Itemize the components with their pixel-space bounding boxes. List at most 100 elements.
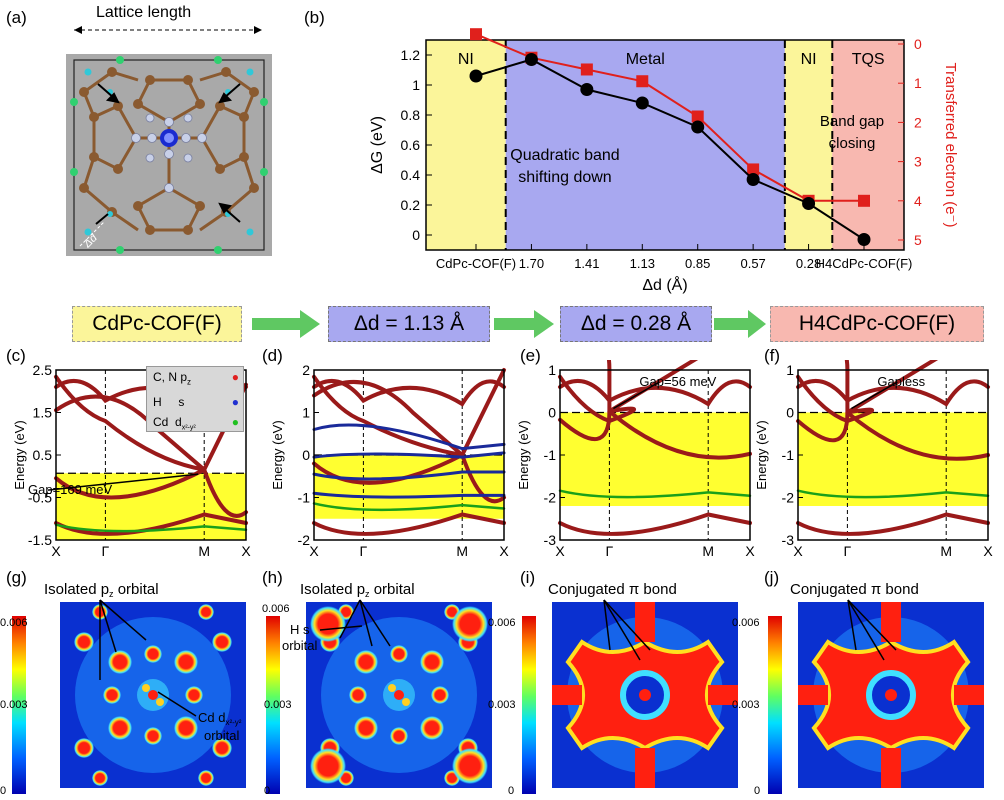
band-ytick-label-1.5: 1.5 — [33, 405, 53, 421]
band-xtick-3: X — [499, 543, 509, 559]
band-5 — [796, 410, 850, 443]
header-d113: Δd = 1.13 Å — [328, 306, 490, 342]
header-h4cdpc: H4CdPc-COF(F) — [770, 306, 984, 342]
lattice-title: Lattice length — [96, 4, 192, 21]
annot-quadratic: Quadratic band — [510, 147, 619, 164]
band-ytick-label--1.5: -1.5 — [28, 532, 52, 548]
y2tick-label-4: 4 — [914, 193, 922, 209]
panel-label-e: (e) — [520, 346, 541, 365]
band-5 — [558, 409, 612, 441]
band-xtick-1: Γ — [606, 543, 614, 559]
cbar-j-tick-bot: 0 — [754, 785, 760, 797]
legend-c: C, N pz ● H s ● Cd dx²-y² ● — [146, 366, 244, 432]
band-xtick-0: X — [555, 543, 565, 559]
cbar-g-tick-top: 0.006 — [0, 617, 28, 629]
band-structure-d: -2 -1 0 1 2 Energy (eV) X Γ M X — [270, 362, 509, 559]
band-ylabel: Energy (eV) — [270, 420, 285, 489]
point-dg-3 — [635, 96, 649, 110]
colorbar-h — [266, 616, 280, 794]
band-annotation: Gapless — [877, 374, 925, 389]
band-xtick-0: X — [793, 543, 803, 559]
band-ytick-label--2: -2 — [298, 532, 311, 548]
map-h-note-hs: H s — [290, 622, 310, 637]
point-dg-7 — [857, 233, 871, 246]
band-ytick-label-0: 0 — [786, 405, 794, 421]
band-annot-arrow — [613, 381, 660, 410]
lattice-structure: Δd — [66, 26, 272, 256]
flow-arrow-2 — [494, 310, 554, 338]
ytick-label-0.8: 0.8 — [401, 107, 421, 123]
panel-label-i: (i) — [520, 568, 536, 587]
panel-label-g: (g) — [6, 568, 27, 587]
header-h4cdpc-text: H4CdPc-COF(F) — [798, 312, 956, 335]
band-h-4 — [312, 491, 506, 499]
xtick-label-7: H4CdPc-COF(F) — [816, 256, 913, 271]
map-g-title: Isolated pz orbital — [44, 581, 159, 599]
band-1 — [558, 360, 699, 424]
band-h-1 — [312, 423, 506, 451]
band-xtick-3: X — [745, 543, 755, 559]
band-ytick-label--1: -1 — [298, 490, 311, 506]
charge-density-maps: 0.006 0.003 0 0.006 0.003 0 0.006 0.003 … — [0, 581, 1004, 800]
point-dg-1 — [524, 53, 538, 66]
cbar-h-tick-mid: 0.003 — [264, 699, 292, 711]
point-transferred-5 — [747, 163, 760, 176]
flow-arrow-3 — [714, 310, 766, 338]
ylabel-left: ΔG (eV) — [369, 116, 386, 174]
point-dg-4 — [691, 120, 705, 134]
map-arrows — [99, 599, 897, 717]
map-h-title: Isolated pz orbital — [300, 581, 415, 599]
region-label-1: Metal — [626, 51, 665, 68]
annot-bandgap: Band gap — [820, 113, 884, 130]
band-ytick-label-1: 1 — [302, 405, 310, 421]
header-d113-text: Δd = 1.13 Å — [353, 312, 465, 335]
ytick-label-1.2: 1.2 — [401, 47, 421, 63]
cbar-j-tick-top: 0.006 — [732, 617, 760, 629]
region-3 — [832, 40, 904, 250]
band-cd — [54, 523, 248, 533]
y2tick-label-2: 2 — [914, 114, 922, 130]
band-5 — [312, 453, 465, 485]
xtick-label-6: 0.28 — [796, 256, 821, 271]
xtick-label-0: CdPc-COF(F) — [436, 256, 516, 271]
band-annot-arrow — [851, 381, 898, 410]
xtick-label-3: 1.13 — [630, 256, 655, 271]
cbar-i-tick-mid: 0.003 — [488, 699, 516, 711]
delta-d-marker — [79, 221, 105, 247]
band-annot-arrow — [47, 473, 199, 491]
band-annotation: Gap=169 meV — [28, 482, 113, 497]
band-xtick-1: Γ — [102, 543, 110, 559]
band-5 — [54, 467, 207, 500]
band-xtick-2: M — [702, 543, 714, 559]
point-transferred-2 — [580, 63, 593, 76]
annot-closing: closing — [829, 135, 876, 152]
band-annotation: Gap=56 meV — [639, 374, 716, 389]
map-h-note-orbital: orbital — [282, 638, 318, 653]
band-xtick-2: M — [198, 543, 210, 559]
point-dg-2 — [580, 83, 594, 96]
xlabel: Δd (Å) — [642, 275, 687, 294]
cbar-j-tick-mid: 0.003 — [732, 699, 760, 711]
region-0 — [426, 40, 506, 250]
cbar-h-tick-bot: 0 — [264, 785, 270, 797]
colorbar-g — [12, 616, 26, 794]
header-d028-text: Δd = 0.28 Å — [580, 312, 692, 335]
header-cdpc-text: CdPc-COF(F) — [92, 312, 222, 335]
ytick-label-0.6: 0.6 — [401, 137, 421, 153]
band-cd — [558, 489, 752, 499]
band-ytick-label-1: 1 — [786, 362, 794, 378]
cbar-g-tick-bot: 0 — [0, 785, 6, 797]
band-1 — [796, 360, 939, 424]
band-3 — [796, 378, 990, 407]
band-xtick-1: Γ — [360, 543, 368, 559]
cbar-g-tick-mid: 0.003 — [0, 699, 28, 711]
point-dg-5 — [746, 173, 760, 186]
panel-label-b: (b) — [304, 8, 325, 27]
y2tick-label-3: 3 — [914, 154, 922, 170]
band-1 — [312, 368, 506, 458]
ytick-label-0.2: 0.2 — [401, 197, 421, 213]
y2tick-label-5: 5 — [914, 232, 922, 248]
xtick-label-4: 0.85 — [685, 256, 710, 271]
band-ytick-label-0.5: 0.5 — [33, 447, 53, 463]
cbar-h-tick-top: 0.006 — [262, 603, 290, 615]
